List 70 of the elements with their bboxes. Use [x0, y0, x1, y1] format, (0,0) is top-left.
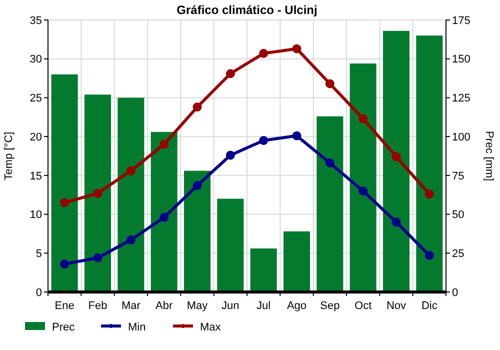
- y2-tick-label: 50: [452, 209, 464, 222]
- y-tick-label: 10: [30, 209, 42, 222]
- point: [93, 253, 102, 262]
- bar: [316, 116, 344, 292]
- bar: [217, 198, 244, 292]
- y2-tick-label: 125: [452, 92, 470, 105]
- bar: [416, 36, 443, 292]
- legend-label: Max: [200, 322, 222, 334]
- chart-title: Gráfico climático - Ulcinj: [176, 3, 318, 17]
- bar: [350, 64, 376, 292]
- y-tick-label: 0: [36, 286, 42, 299]
- point: [160, 212, 169, 222]
- bar: [118, 98, 144, 292]
- x-tick-label: Nov: [386, 300, 407, 312]
- y2-tick-label: 100: [452, 131, 470, 144]
- x-tick-label: Jun: [222, 300, 240, 312]
- x-tick-label: May: [186, 300, 208, 312]
- point: [226, 150, 235, 160]
- bar: [184, 170, 211, 292]
- point: [160, 140, 169, 149]
- point: [424, 190, 434, 199]
- x-tick-label: Mar: [121, 300, 141, 312]
- point: [192, 102, 202, 112]
- bar: [150, 132, 178, 292]
- x-tick-label: Dic: [421, 300, 438, 312]
- legend-label: Min: [128, 322, 146, 334]
- point: [60, 260, 70, 269]
- point: [126, 235, 136, 244]
- point: [392, 218, 401, 227]
- y-tick-label: 5: [36, 248, 42, 260]
- x-tick-label: Feb: [88, 300, 108, 312]
- y2-axis-title: Prec [mm]: [483, 130, 495, 182]
- y2-tick-label: 25: [452, 248, 464, 260]
- x-tick-label: Ago: [286, 300, 307, 312]
- point: [424, 250, 434, 260]
- y-tick-label: 35: [30, 14, 42, 27]
- point: [358, 114, 368, 124]
- point: [325, 158, 334, 168]
- point: [226, 69, 235, 78]
- point: [60, 198, 70, 208]
- point: [126, 166, 136, 176]
- y-tick-label: 25: [30, 92, 42, 105]
- x-tick-label: Ene: [54, 300, 74, 312]
- x-tick-label: Jul: [256, 300, 271, 312]
- point: [259, 136, 268, 145]
- point: [192, 181, 202, 190]
- point: [93, 188, 102, 198]
- point: [292, 44, 302, 54]
- bar: [84, 94, 112, 292]
- legend-label: Prec: [52, 322, 76, 334]
- x-tick-label: Oct: [354, 300, 372, 312]
- point: [292, 131, 302, 140]
- y2-tick-label: 75: [452, 170, 464, 182]
- y-axis-title: Temp [°C]: [3, 132, 15, 180]
- y2-tick-label: 0: [452, 286, 458, 299]
- bar: [382, 30, 410, 292]
- bar: [250, 248, 277, 292]
- point: [325, 79, 334, 88]
- bar: [51, 74, 78, 292]
- y-tick-label: 15: [30, 170, 42, 182]
- point: [392, 152, 401, 162]
- y-tick-label: 20: [30, 131, 42, 144]
- bar: [283, 231, 310, 292]
- y-tick-label: 30: [30, 54, 42, 66]
- y2-tick-label: 175: [452, 14, 470, 27]
- x-tick-label: Sep: [320, 300, 340, 312]
- x-tick-label: Abr: [156, 300, 173, 312]
- y2-tick-label: 150: [452, 54, 470, 66]
- point: [259, 48, 268, 58]
- point: [358, 186, 368, 196]
